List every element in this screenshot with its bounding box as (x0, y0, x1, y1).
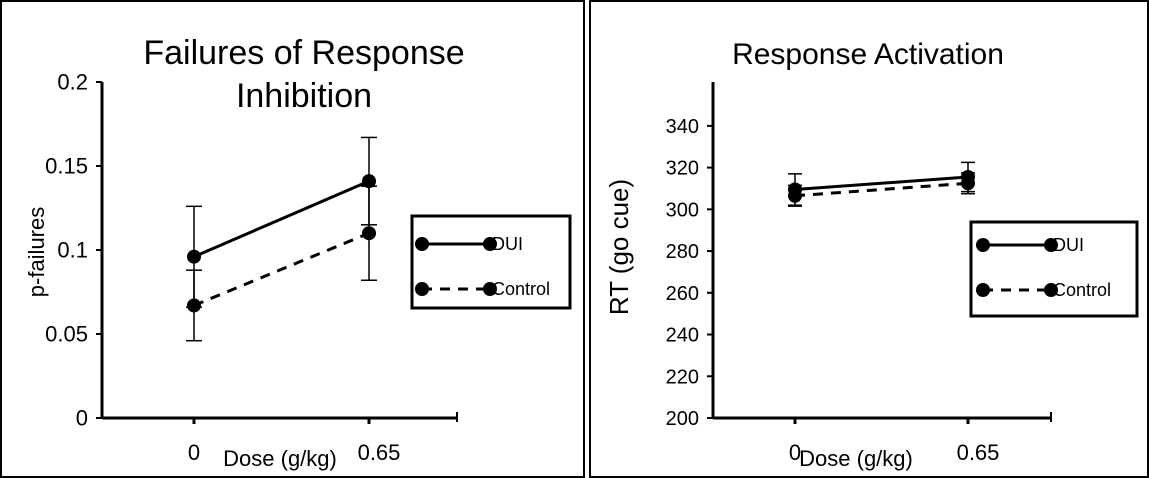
y-axis-label: p-failures (24, 207, 49, 297)
legend-label-control: Control (492, 279, 550, 299)
data-point-control (961, 176, 975, 191)
legend-label-control: Control (1053, 280, 1111, 300)
data-point-dui (362, 174, 376, 189)
legend-box (969, 220, 1139, 318)
data-point-control (187, 298, 201, 313)
x-tick-label: 0.65 (358, 440, 401, 465)
data-point-control (788, 188, 802, 203)
legend-marker (415, 237, 429, 251)
y-tick-label: 280 (666, 241, 699, 263)
x-tick-label: 0 (789, 440, 801, 465)
legend-label-dui: DUI (492, 234, 523, 254)
legend-marker (976, 283, 990, 297)
x-axis-label: Dose (g/kg) (223, 446, 337, 471)
series-line-control (193, 231, 370, 307)
y-tick-label: 300 (666, 199, 699, 221)
legend-marker (1044, 238, 1058, 252)
chart-title-line-2: Inhibition (236, 77, 372, 115)
chart-response-activation: Response Activation 200 220 240 260 280 300 320… (604, 38, 1139, 471)
y-tick-label: 340 (666, 116, 699, 138)
x-tick-label: 0.65 (957, 440, 1000, 465)
y-tick-label: 0.15 (45, 154, 88, 179)
y-tick-label: 0.05 (45, 322, 88, 347)
chart-title: Response Activation (732, 38, 1004, 71)
y-tick-label: 0.2 (57, 70, 88, 95)
chart-failures-of-response-inhibition: Failures of Response Inhibition 0 0.05 0.1 0.… (24, 34, 572, 471)
y-tick-label: 0.1 (57, 238, 88, 263)
y-tick-label: 220 (666, 366, 699, 388)
data-point-dui (187, 249, 201, 264)
y-tick-label: 260 (666, 283, 699, 305)
legend-label-dui: DUI (1053, 235, 1084, 255)
data-point-control (362, 226, 376, 241)
y-axis-label: RT (go cue) (604, 179, 634, 315)
y-tick-label: 0 (76, 406, 88, 431)
legend-marker (1044, 283, 1058, 297)
series-line-control (794, 181, 969, 198)
series-line-dui (193, 179, 370, 259)
legend-marker (976, 238, 990, 252)
chart-panel-right: Response Activation 200 220 240 260 280 300 320… (589, 0, 1149, 478)
chart-title: Failures of Response (143, 34, 464, 72)
y-tick-label: 200 (666, 408, 699, 430)
x-axis-label: Dose (g/kg) (799, 446, 913, 471)
series-line-dui (794, 175, 969, 192)
x-tick-label: 0 (188, 440, 200, 465)
chart-panel-left: Failures of Response Inhibition 0 0.05 0.1 0.… (0, 0, 585, 478)
legend-marker (483, 282, 497, 296)
y-tick-label: 320 (666, 158, 699, 180)
legend-marker (483, 237, 497, 251)
y-tick-label: 240 (666, 325, 699, 347)
legend-marker (415, 282, 429, 296)
